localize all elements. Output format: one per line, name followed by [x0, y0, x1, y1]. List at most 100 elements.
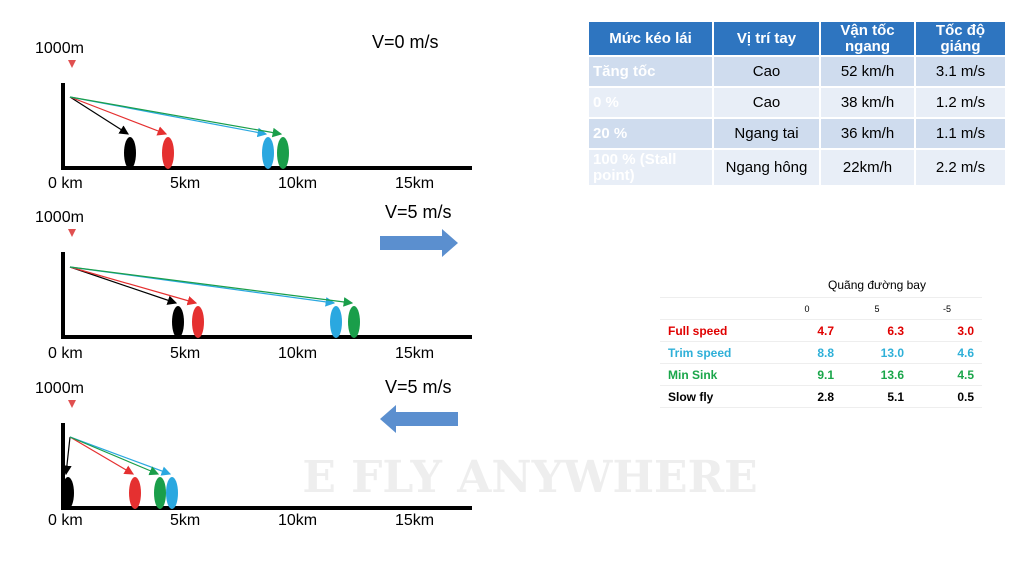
row-label: Trim speed	[660, 341, 772, 364]
wind-arrow	[380, 229, 458, 257]
wind-arrow	[380, 405, 458, 433]
axes	[61, 83, 472, 170]
landing-marker	[129, 477, 141, 509]
header-cell: Tốc độ giáng	[914, 20, 1007, 57]
axis-label: 0 km	[48, 345, 83, 362]
header-row: Mức kéo lái Vị trí tay Vận tốc ngang Tốc độ…	[587, 20, 1007, 57]
glider-icon	[68, 400, 76, 408]
row-label: Full speed	[660, 319, 772, 342]
distance-table: Quãng đường bay 0 5 -5 Full speed 4.7 6.3 3.0 Tr…	[660, 272, 982, 408]
landing-marker	[262, 137, 274, 169]
axis-label: 10km	[278, 345, 317, 362]
wind-label: V=0 m/s	[372, 32, 439, 52]
cell: Ngang tai	[712, 117, 821, 150]
cell: 1.1 m/s	[914, 117, 1007, 150]
title: Quãng đường bay	[772, 272, 982, 298]
axis-label: 5km	[170, 175, 200, 192]
column-row: 0 5 -5	[660, 297, 982, 320]
landing-marker	[62, 477, 74, 509]
cell: 0 %	[587, 86, 714, 119]
row: 0 % Cao 38 km/h 1.2 m/s	[587, 86, 1007, 119]
column-label: 5	[842, 297, 912, 320]
header-cell: Mức kéo lái	[587, 20, 714, 57]
row: Slow fly 2.8 5.1 0.5	[660, 385, 982, 408]
cell: 22km/h	[819, 148, 916, 187]
column-label: -5	[912, 297, 982, 320]
header-cell: Vận tốc ngang	[819, 20, 916, 57]
axis-label: 0 km	[48, 175, 83, 192]
glide-path	[69, 96, 130, 135]
blank	[660, 272, 772, 298]
axes	[61, 423, 472, 510]
axis-label: 5km	[170, 512, 200, 529]
cell: 3.1 m/s	[914, 55, 1007, 88]
glide-path	[69, 266, 354, 307]
row: Tăng tốc Cao 52 km/h 3.1 m/s	[587, 55, 1007, 88]
cell: 20 %	[587, 117, 714, 150]
row-label: Min Sink	[660, 363, 772, 386]
cell: 13.0	[842, 341, 912, 364]
cell: 2.8	[772, 385, 842, 408]
cell: 4.5	[912, 363, 982, 386]
altitude-label: 1000m	[35, 40, 84, 57]
landing-marker	[172, 306, 184, 338]
cell: 38 km/h	[819, 86, 916, 119]
landing-marker	[277, 137, 289, 169]
axis-label: 15km	[395, 345, 434, 362]
axis-label: 5km	[170, 345, 200, 362]
landing-marker	[162, 137, 174, 169]
row: 100 % (Stall point) Ngang hông 22km/h 2.2 m…	[587, 148, 1007, 187]
glide-path	[69, 436, 135, 475]
glide-path	[69, 96, 168, 136]
landing-marker	[124, 137, 136, 169]
cell: Cao	[712, 86, 821, 119]
header-cell: Vị trí tay	[712, 20, 821, 57]
cell: 8.8	[772, 341, 842, 364]
glider-icon	[68, 229, 76, 237]
cell: 6.3	[842, 319, 912, 342]
row: Min Sink 9.1 13.6 4.5	[660, 363, 982, 386]
title-row: Quãng đường bay	[660, 272, 982, 298]
cell: Cao	[712, 55, 821, 88]
landing-marker	[330, 306, 342, 338]
axis-label: 10km	[278, 175, 317, 192]
cell: 13.6	[842, 363, 912, 386]
axis-label: 15km	[395, 512, 434, 529]
glide-path	[69, 96, 283, 138]
row: Full speed 4.7 6.3 3.0	[660, 319, 982, 342]
cell: 3.0	[912, 319, 982, 342]
landing-marker	[192, 306, 204, 338]
wind-label: V=5 m/s	[385, 377, 452, 397]
cell: 4.6	[912, 341, 982, 364]
cell: 5.1	[842, 385, 912, 408]
watermark: E FLY ANYWHERE	[302, 452, 757, 503]
row-label: Slow fly	[660, 385, 772, 408]
landing-marker	[166, 477, 178, 509]
cell: Tăng tốc	[587, 55, 714, 88]
glide-path	[69, 266, 178, 305]
altitude-label: 1000m	[35, 209, 84, 226]
glider-icon	[68, 60, 76, 68]
altitude-label: 1000m	[35, 380, 84, 397]
cell: 9.1	[772, 363, 842, 386]
column-label: 0	[772, 297, 842, 320]
row: 20 % Ngang tai 36 km/h 1.1 m/s	[587, 117, 1007, 150]
blank	[660, 297, 772, 320]
glide-path	[69, 436, 160, 476]
cell: 1.2 m/s	[914, 86, 1007, 119]
cell: 52 km/h	[819, 55, 916, 88]
cell: 100 % (Stall point)	[587, 148, 714, 187]
cell: 36 km/h	[819, 117, 916, 150]
glide-path	[69, 266, 198, 306]
row: Trim speed 8.8 13.0 4.6	[660, 341, 982, 364]
axis-label: 0 km	[48, 512, 83, 529]
glide-path	[69, 436, 172, 476]
axis-label: 15km	[395, 175, 434, 192]
cell: 0.5	[912, 385, 982, 408]
glide-path	[62, 436, 72, 476]
cell: Ngang hông	[712, 148, 821, 187]
axis-label: 10km	[278, 512, 317, 529]
landing-marker	[348, 306, 360, 338]
